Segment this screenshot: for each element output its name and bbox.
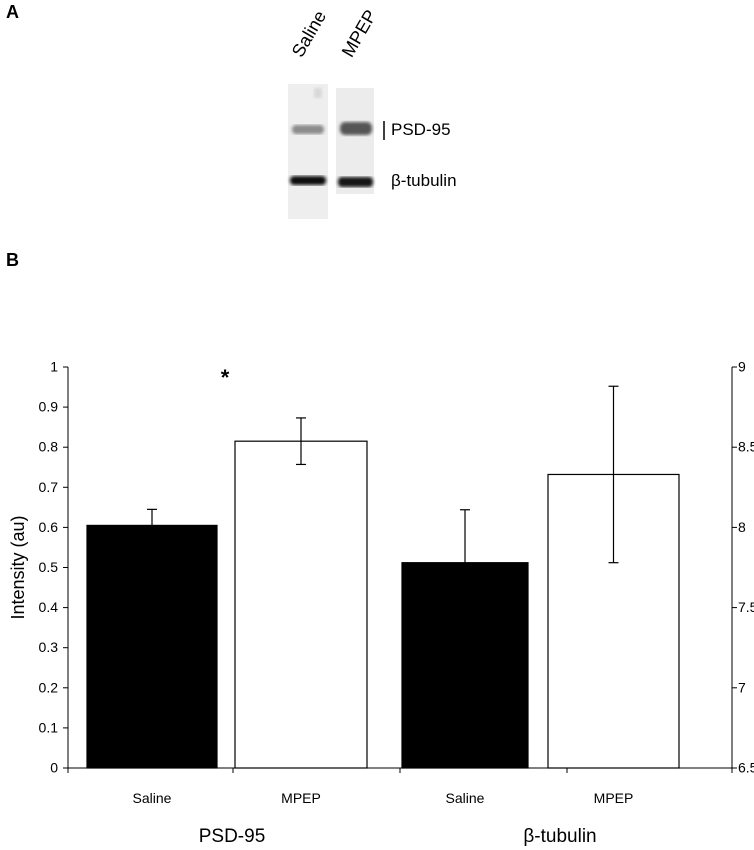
bar-psd95-saline	[86, 524, 218, 769]
y-left-tick-label: 0.1	[39, 719, 59, 735]
y-left-tick-label: 0	[50, 760, 58, 776]
y-left-tick-label: 0.7	[39, 479, 59, 495]
y-left-tick-label: 1	[50, 359, 58, 375]
x-category-label: Saline	[446, 790, 485, 806]
y-left-tick-label: 0.2	[39, 679, 59, 695]
panel-b-label: B	[6, 250, 19, 270]
marker-label-tubulin: β-tubulin	[391, 171, 457, 190]
y-left-tick-label: 0.6	[39, 519, 59, 535]
marker-label-psd95: PSD-95	[391, 120, 451, 139]
bar-psd95-mpep	[234, 440, 368, 769]
x-category-label: MPEP	[594, 790, 634, 806]
x-category-label: Saline	[133, 790, 172, 806]
y-left-tick-label: 0.4	[39, 599, 59, 615]
y-right-tick-label: 9	[738, 359, 746, 375]
y-right-tick-label: 8	[738, 519, 746, 535]
significance-marker: *	[221, 365, 230, 390]
panel-a-label: A	[6, 2, 19, 22]
y-left-tick-label: 0.9	[39, 399, 59, 415]
bar-tubulin-saline	[401, 562, 529, 769]
y-left-tick-label: 0.8	[39, 439, 59, 455]
y-left-tick-label: 0.3	[39, 639, 59, 655]
y-right-tick-label: 7	[738, 679, 746, 695]
y-right-tick-label: 7.5	[738, 599, 754, 615]
x-category-label: MPEP	[281, 790, 321, 806]
y-left-tick-label: 0.5	[39, 559, 59, 575]
y-axis-label: Intensity (au)	[8, 515, 28, 619]
group-label: PSD-95	[199, 826, 266, 847]
y-right-tick-label: 8.5	[738, 439, 754, 455]
y-right-tick-label: 6.5	[738, 760, 754, 776]
group-label: β-tubulin	[523, 826, 596, 847]
